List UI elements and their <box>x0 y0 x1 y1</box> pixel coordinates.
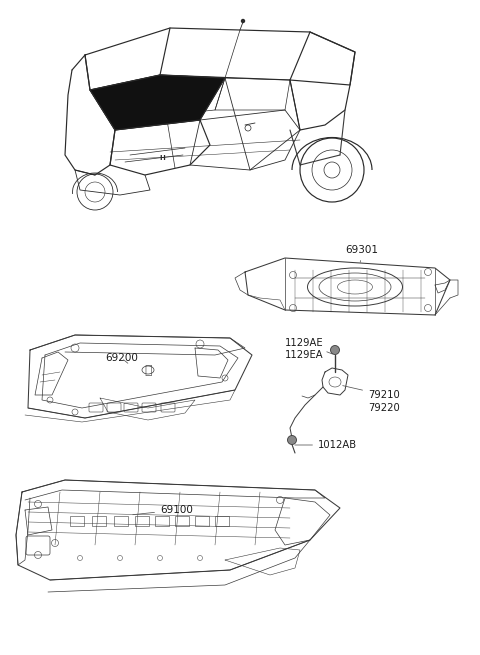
Circle shape <box>288 436 297 445</box>
FancyBboxPatch shape <box>142 403 156 412</box>
FancyBboxPatch shape <box>114 516 128 526</box>
FancyBboxPatch shape <box>135 516 149 526</box>
Text: 69200: 69200 <box>105 353 138 364</box>
Text: H: H <box>159 155 165 161</box>
FancyBboxPatch shape <box>124 403 138 412</box>
Text: 1129EA: 1129EA <box>285 350 324 360</box>
FancyBboxPatch shape <box>70 516 84 526</box>
FancyBboxPatch shape <box>215 516 229 526</box>
FancyBboxPatch shape <box>89 403 103 412</box>
Circle shape <box>331 345 339 354</box>
Text: 79210: 79210 <box>343 386 400 400</box>
Circle shape <box>241 20 244 22</box>
Text: 1129AE: 1129AE <box>285 338 333 354</box>
FancyBboxPatch shape <box>107 403 121 412</box>
FancyBboxPatch shape <box>175 516 189 526</box>
Text: 79220: 79220 <box>368 403 400 413</box>
FancyBboxPatch shape <box>161 403 175 412</box>
FancyBboxPatch shape <box>92 516 106 526</box>
FancyBboxPatch shape <box>26 536 50 555</box>
FancyBboxPatch shape <box>195 516 209 526</box>
Text: Ⓜ: Ⓜ <box>144 364 152 377</box>
Text: 69301: 69301 <box>345 245 378 262</box>
Polygon shape <box>90 75 225 130</box>
Text: 69100: 69100 <box>133 505 193 515</box>
Text: 1012AB: 1012AB <box>295 440 357 450</box>
FancyBboxPatch shape <box>155 516 169 526</box>
